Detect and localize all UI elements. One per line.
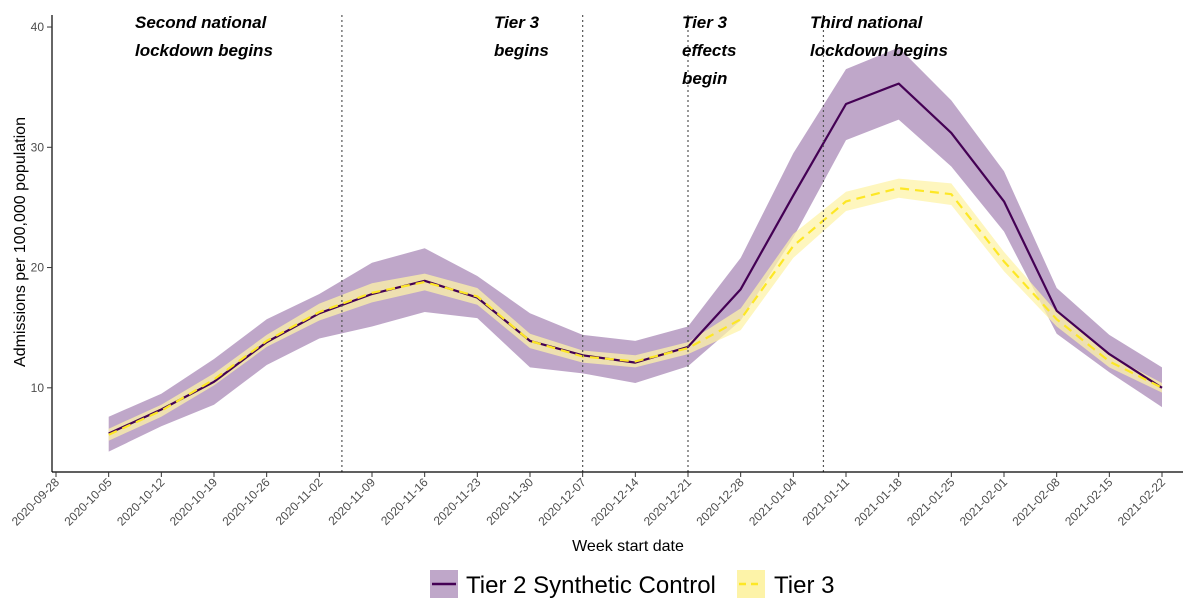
y-axis-title: Admissions per 100,000 population: [12, 117, 29, 367]
data-point: [845, 103, 847, 105]
x-tick-label: 2021-01-25: [904, 475, 958, 529]
x-tick-label: 2020-12-28: [693, 475, 747, 529]
data-point: [740, 318, 742, 320]
x-tick-label: 2021-02-01: [957, 475, 1011, 529]
bands-layer: [108, 47, 1163, 452]
series-line-2: [108, 187, 1163, 436]
x-tick-label: 2020-10-05: [61, 475, 115, 529]
data-point: [266, 340, 268, 342]
data-point: [160, 410, 162, 412]
x-tick-label: 2020-10-12: [114, 475, 168, 529]
data-point: [687, 347, 689, 349]
x-tick-label: 2021-02-15: [1062, 475, 1116, 529]
data-point: [740, 288, 742, 290]
x-tick-label: 2020-11-30: [483, 475, 536, 528]
event-annotation-3: Tier 3 effects begin: [682, 13, 737, 88]
data-point: [845, 200, 847, 202]
confidence-band-1: [108, 47, 1163, 452]
data-point: [108, 434, 110, 436]
y-tick-label: 30: [31, 140, 45, 154]
x-tick-label: 2020-10-19: [167, 475, 221, 529]
y-tick-label: 10: [31, 381, 45, 395]
x-tick-label: 2021-01-11: [799, 475, 852, 528]
x-axis-title: Week start date: [572, 538, 684, 555]
lines-layer: [108, 82, 1163, 436]
x-tick-label: 2021-01-18: [851, 475, 905, 529]
y-tick-label: 20: [31, 261, 45, 275]
x-tick-label: 2021-02-22: [1115, 475, 1169, 529]
data-point: [476, 295, 478, 297]
data-point: [424, 281, 426, 283]
vlines-layer: [341, 15, 825, 472]
x-tick-label: 2020-11-23: [431, 475, 484, 528]
data-point: [950, 193, 952, 195]
x-tick-label: 2021-02-08: [1009, 475, 1063, 529]
legend-label-1: Tier 2 Synthetic Control: [466, 572, 716, 599]
data-point: [529, 340, 531, 342]
data-point: [634, 360, 636, 362]
data-point: [950, 132, 952, 134]
data-point: [1003, 260, 1005, 262]
data-point: [1056, 318, 1058, 320]
legend-label-2: Tier 3: [774, 572, 834, 599]
x-tick-label: 2020-09-28: [9, 475, 63, 529]
x-tick-label: 2020-12-14: [588, 475, 642, 529]
x-tick-label: 2020-11-16: [378, 475, 431, 528]
data-point: [898, 187, 900, 189]
y-tick-label: 40: [31, 20, 45, 34]
data-point: [1108, 353, 1110, 355]
event-annotation-1: Second national lockdown begins: [135, 13, 273, 60]
event-annotation-2: Tier 3 begins: [494, 13, 549, 60]
legend: Tier 2 Synthetic Control Tier 3: [430, 570, 834, 599]
x-tick-label: 2020-11-02: [273, 475, 326, 528]
data-point: [792, 245, 794, 247]
data-point: [792, 194, 794, 196]
data-point: [371, 292, 373, 294]
data-point: [1056, 310, 1058, 312]
data-point: [318, 311, 320, 313]
confidence-band-2: [108, 178, 1163, 441]
x-tick-label: 2020-11-09: [325, 475, 378, 528]
data-point: [213, 378, 215, 380]
x-tick-label: 2020-12-07: [535, 475, 589, 529]
data-point: [898, 82, 900, 84]
x-tick-label: 2021-01-04: [746, 475, 800, 529]
event-annotation-4: Third national lockdown begins: [810, 13, 948, 60]
data-point: [1161, 387, 1163, 389]
data-point: [1003, 200, 1005, 202]
data-point: [1108, 360, 1110, 362]
annotations-layer: Second national lockdown begins Tier 3 begi…: [135, 13, 948, 88]
x-tick-label: 2020-10-26: [219, 475, 273, 529]
x-tick-label: 2020-12-21: [641, 475, 695, 529]
data-point: [213, 381, 215, 383]
